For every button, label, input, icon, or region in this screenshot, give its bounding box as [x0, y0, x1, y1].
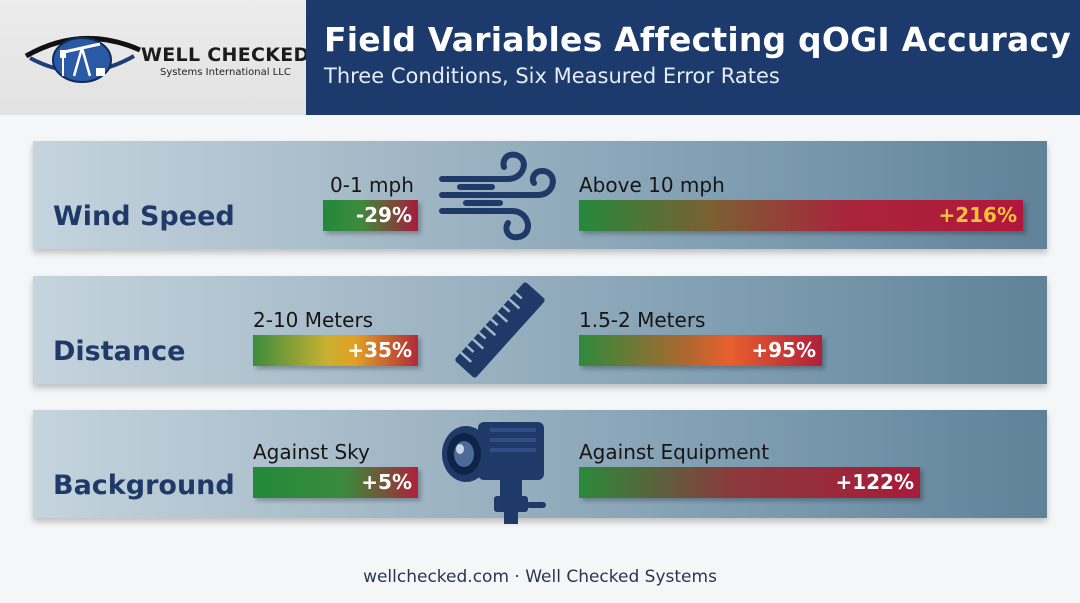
condition-panel-wind-speed: Wind Speed 0-1 mph -29% Above 10 mph +21… [33, 141, 1047, 249]
condition-label: Wind Speed [53, 201, 235, 232]
segment-label: 2-10 Meters [253, 308, 374, 332]
bar-value-label: -29% [355, 203, 412, 227]
bar: +5% [253, 467, 418, 498]
footer-credit: wellchecked.com · Well Checked Systems [363, 567, 717, 587]
bar-value-label: +122% [835, 470, 914, 494]
segment-label: Against Equipment [579, 440, 770, 464]
brand-subtitle: Systems International LLC [160, 67, 291, 78]
segment-label: 1.5-2 Meters [579, 308, 706, 332]
bar-value-label: +5% [361, 470, 412, 494]
segment-label: Above 10 mph [579, 173, 725, 197]
brand-name: WELL CHECKED [141, 44, 310, 66]
ruler-icon [455, 282, 545, 378]
bar-value-label: +95% [751, 338, 816, 362]
bar-value-label: +216% [938, 203, 1017, 227]
bar-value-label: +35% [347, 338, 412, 362]
bar: +122% [579, 467, 920, 498]
segment-label: Against Sky [253, 440, 370, 464]
camera-icon [442, 422, 546, 524]
page-title: Field Variables Affecting qOGI Accuracy [324, 20, 1071, 59]
wind-icon [439, 151, 556, 241]
bar: +216% [579, 200, 1023, 231]
oil-pump-logo-icon [24, 35, 142, 83]
bar: +95% [579, 335, 822, 366]
condition-label: Background [53, 470, 235, 501]
bar: +35% [253, 335, 418, 366]
page-subtitle: Three Conditions, Six Measured Error Rat… [324, 64, 780, 88]
condition-panel-background: Background Against Sky +5% Against Equip… [33, 410, 1047, 524]
bar: -29% [323, 200, 418, 231]
segment-label: 0-1 mph [330, 173, 414, 197]
condition-panel-distance: Distance 2-10 Meters +35% 1.5-2 Meters +… [33, 276, 1047, 384]
header-banner: Field Variables Affecting qOGI Accuracy … [306, 0, 1080, 115]
logo-area: WELL CHECKED Systems International LLC [0, 0, 309, 115]
condition-label: Distance [53, 336, 186, 367]
